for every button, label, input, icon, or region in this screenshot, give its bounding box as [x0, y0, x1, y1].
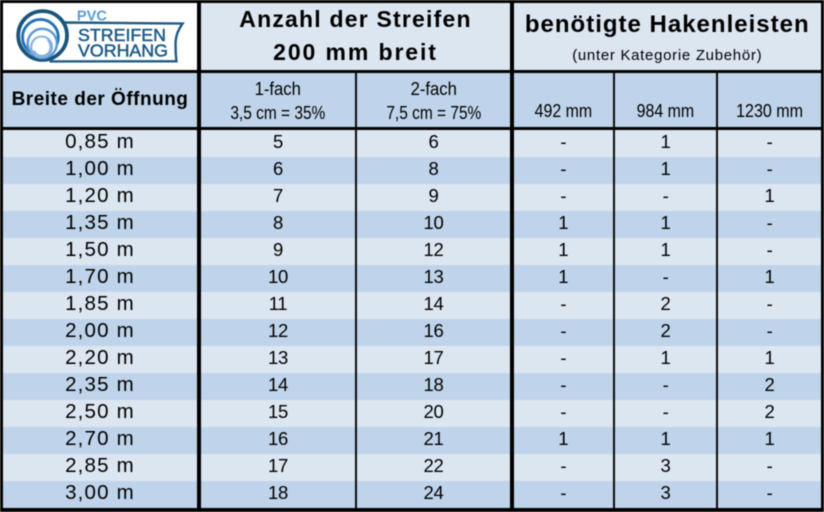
svg-text:VORHANG: VORHANG — [78, 41, 168, 61]
svg-text:PVC: PVC — [77, 7, 107, 24]
svg-text:STREIFEN: STREIFEN — [78, 25, 166, 45]
